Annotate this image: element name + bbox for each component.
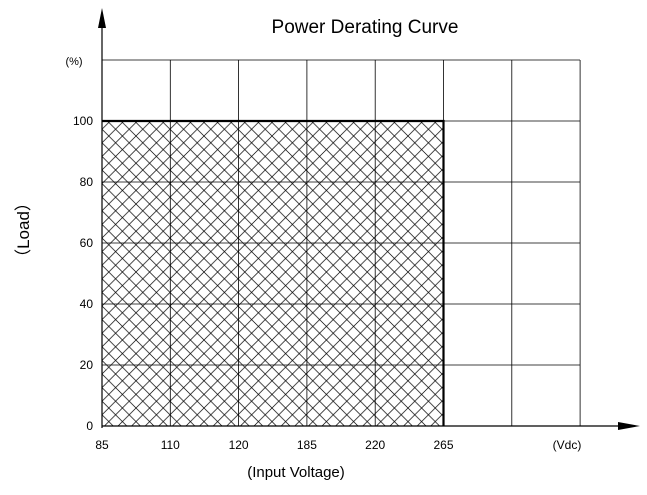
y-tick-label: 100 [73,114,93,128]
derating-area [102,121,444,426]
series-area [102,119,445,426]
y-tick-labels: 0 20 40 60 80 100 [73,114,93,433]
x-tick-label: 220 [365,438,385,452]
y-tick-label: 20 [80,358,94,372]
y-tick-label: 0 [86,419,93,433]
chart-title: Power Derating Curve [272,17,459,38]
x-unit-label: (Vdc) [553,438,582,452]
x-axis-arrow [618,422,640,430]
y-tick-label: 60 [80,236,94,250]
y-axis-label: （Load） [14,194,33,266]
x-tick-label: 185 [297,438,317,452]
axes [98,8,640,430]
x-tick-labels: 85 110 120 185 220 265 [95,438,454,452]
derating-curve-line [102,119,445,426]
x-tick-label: 120 [229,438,249,452]
x-tick-label: 110 [161,438,180,452]
x-axis-label: (Input Voltage) [247,464,345,481]
y-tick-label: 40 [80,297,94,311]
x-tick-label: 85 [95,438,109,452]
y-axis-arrow [98,8,106,28]
x-tick-label: 265 [433,438,453,452]
y-unit-label: (%) [65,56,82,68]
y-tick-label: 80 [80,175,94,189]
